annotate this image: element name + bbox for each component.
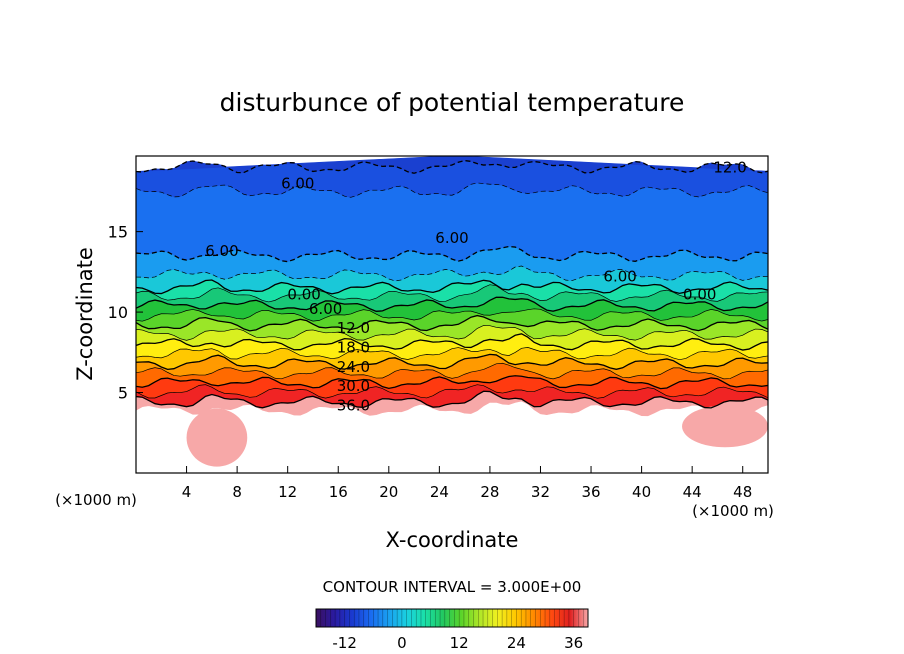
x-tick-label: 20	[379, 483, 398, 501]
x-axis-label: X-coordinate	[386, 528, 519, 552]
contour-line-27	[136, 362, 768, 380]
contour-label: 24.0	[337, 358, 370, 376]
contour-label: 6.00	[281, 174, 314, 192]
contour-labels: 12.06.006.006.006.000.00 0.006.0012.018.0…	[205, 158, 747, 414]
x-axis-ticks: 4 8 12 16 20 24 28 32 36 40 44 48	[182, 466, 752, 501]
contour-line-0	[136, 279, 768, 295]
contour-label: 0.00	[287, 285, 320, 303]
x-unit-left: (×1000 m)	[55, 491, 137, 509]
x-tick-label: 40	[632, 483, 651, 501]
x-tick-label: 44	[683, 483, 702, 501]
contour-label: 36.0	[337, 396, 370, 414]
colorbar-tick-label: 12	[450, 634, 469, 652]
contour-line--12	[136, 159, 768, 174]
contour-line-24	[136, 353, 768, 371]
colorbar-tick-label: 24	[507, 634, 526, 652]
colorbar-strip	[315, 608, 589, 628]
y-axis-ticks: 5 10 15	[108, 223, 143, 403]
contour-label: 12.0	[337, 319, 370, 337]
x-tick-label: 24	[430, 483, 449, 501]
plot-frame	[135, 155, 769, 474]
x-tick-label: 28	[480, 483, 499, 501]
contour-label: 6.00	[205, 242, 238, 260]
x-tick-label: 4	[182, 483, 192, 501]
contour-label: 6.00	[435, 229, 468, 247]
contour-lines	[136, 159, 768, 409]
pink-region-0	[186, 408, 248, 467]
chart-title: disturbunce of potential temperature	[220, 88, 685, 117]
contour-line--3	[136, 265, 768, 282]
contour-line--9	[136, 182, 768, 198]
x-tick-label: 12	[278, 483, 297, 501]
contour-label: 0.00	[683, 285, 716, 303]
x-tick-label: 32	[531, 483, 550, 501]
contour-label: 6.00	[603, 268, 636, 286]
contour-line-15	[136, 325, 768, 341]
contour-line-21	[136, 347, 768, 361]
x-tick-label: 36	[581, 483, 600, 501]
y-tick-label: 5	[118, 384, 128, 403]
contour-label: 12.0	[713, 158, 746, 176]
contour-line--6	[136, 245, 768, 263]
contour-label: 6.00	[309, 300, 342, 318]
colorbar-tick-label: 0	[397, 634, 407, 652]
y-tick-label: 10	[108, 303, 128, 322]
colorbar: -12 0 12 24 36	[315, 608, 589, 652]
contour-line-18	[136, 333, 768, 351]
contour-line-9	[136, 308, 768, 322]
x-tick-label: 8	[232, 483, 242, 501]
contour-label: 30.0	[337, 377, 370, 395]
contour-line-12	[136, 314, 768, 332]
colorbar-tick-label: -12	[332, 634, 357, 652]
x-unit-right: (×1000 m)	[692, 502, 774, 520]
pink-region-1	[682, 405, 768, 448]
y-tick-label: 15	[108, 223, 128, 242]
contour-line-3	[136, 284, 768, 303]
contour-line-36	[136, 390, 768, 409]
contour-label: 18.0	[337, 338, 370, 356]
colorbar-tick-label: 36	[564, 634, 583, 652]
x-tick-label: 16	[329, 483, 348, 501]
y-axis-label: Z-coordinate	[73, 247, 97, 381]
contour-interval-text: CONTOUR INTERVAL = 3.000E+00	[323, 578, 582, 596]
contour-line-6	[136, 296, 768, 312]
contour-line-33	[136, 384, 768, 399]
contour-line-30	[136, 375, 768, 390]
x-tick-label: 48	[733, 483, 752, 501]
